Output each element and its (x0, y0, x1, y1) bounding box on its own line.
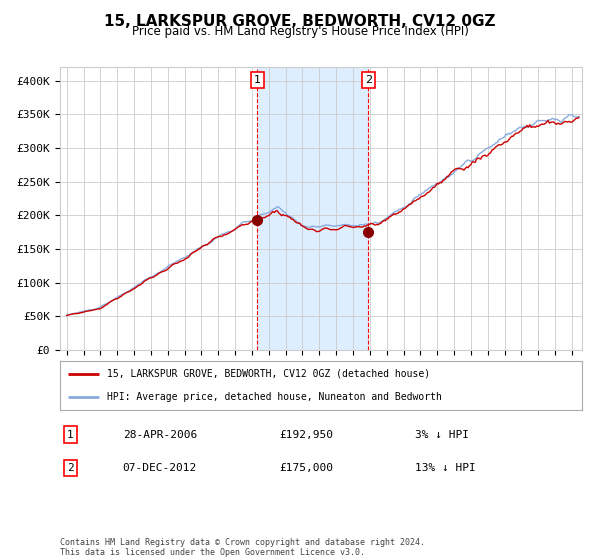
Text: £192,950: £192,950 (279, 430, 333, 440)
Text: HPI: Average price, detached house, Nuneaton and Bedworth: HPI: Average price, detached house, Nune… (107, 391, 442, 402)
Text: 1: 1 (67, 430, 74, 440)
Text: 2: 2 (67, 463, 74, 473)
Text: 13% ↓ HPI: 13% ↓ HPI (415, 463, 476, 473)
Text: 3% ↓ HPI: 3% ↓ HPI (415, 430, 469, 440)
Text: 1: 1 (254, 75, 261, 85)
Text: £175,000: £175,000 (279, 463, 333, 473)
Text: 15, LARKSPUR GROVE, BEDWORTH, CV12 0GZ: 15, LARKSPUR GROVE, BEDWORTH, CV12 0GZ (104, 14, 496, 29)
Text: 2: 2 (365, 75, 372, 85)
Bar (257, 67, 368, 350)
Text: Price paid vs. HM Land Registry's House Price Index (HPI): Price paid vs. HM Land Registry's House … (131, 25, 469, 38)
Text: 15, LARKSPUR GROVE, BEDWORTH, CV12 0GZ (detached house): 15, LARKSPUR GROVE, BEDWORTH, CV12 0GZ (… (107, 369, 430, 379)
Text: 28-APR-2006: 28-APR-2006 (122, 430, 197, 440)
Text: 07-DEC-2012: 07-DEC-2012 (122, 463, 197, 473)
Text: Contains HM Land Registry data © Crown copyright and database right 2024.
This d: Contains HM Land Registry data © Crown c… (60, 538, 425, 557)
